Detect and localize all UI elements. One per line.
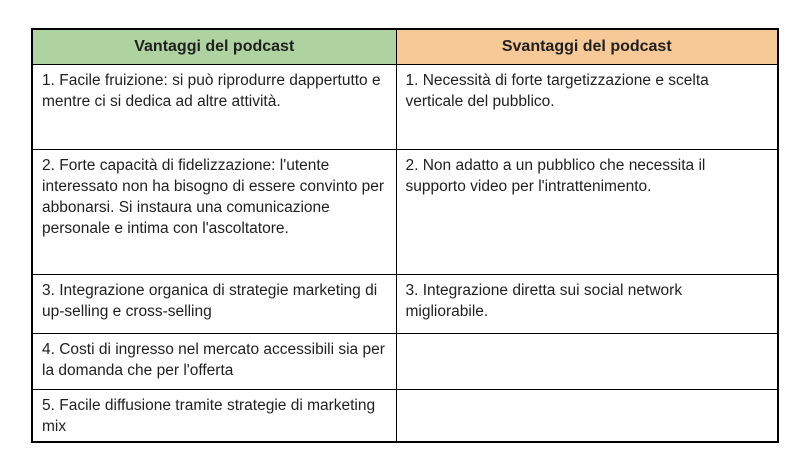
vantaggi-cell-2: 2. Forte capacità di fidelizzazione: l'u… [31, 148, 397, 275]
header-row: Vantaggi del podcast Svantaggi del podca… [31, 28, 779, 65]
table-row: 3. Integrazione organica di strategie ma… [31, 273, 779, 334]
table-row: 1. Facile fruizione: si può riprodurre d… [31, 63, 779, 150]
svantaggi-cell-3: 3. Integrazione diretta sui social netwo… [395, 273, 779, 334]
vantaggi-cell-1: 1. Facile fruizione: si può riprodurre d… [31, 63, 397, 150]
podcast-pros-cons-table: Vantaggi del podcast Svantaggi del podca… [31, 28, 779, 443]
vantaggi-header-cell: Vantaggi del podcast [31, 28, 397, 65]
table-row: 2. Forte capacità di fidelizzazione: l'u… [31, 148, 779, 275]
table-row: 5. Facile diffusione tramite strategie d… [31, 388, 779, 442]
vantaggi-cell-3: 3. Integrazione organica di strategie ma… [31, 273, 397, 334]
svantaggi-cell-2: 2. Non adatto a un pubblico che necessit… [395, 148, 779, 275]
vantaggi-cell-5: 5. Facile diffusione tramite strategie d… [31, 388, 397, 442]
table-row: 4. Costi di ingresso nel mercato accessi… [31, 332, 779, 390]
svantaggi-cell-4 [395, 332, 779, 390]
svantaggi-cell-5 [395, 388, 779, 442]
svantaggi-header-cell: Svantaggi del podcast [395, 28, 779, 65]
svantaggi-cell-1: 1. Necessità di forte targetizzazione e … [395, 63, 779, 150]
vantaggi-cell-4: 4. Costi di ingresso nel mercato accessi… [31, 332, 397, 390]
